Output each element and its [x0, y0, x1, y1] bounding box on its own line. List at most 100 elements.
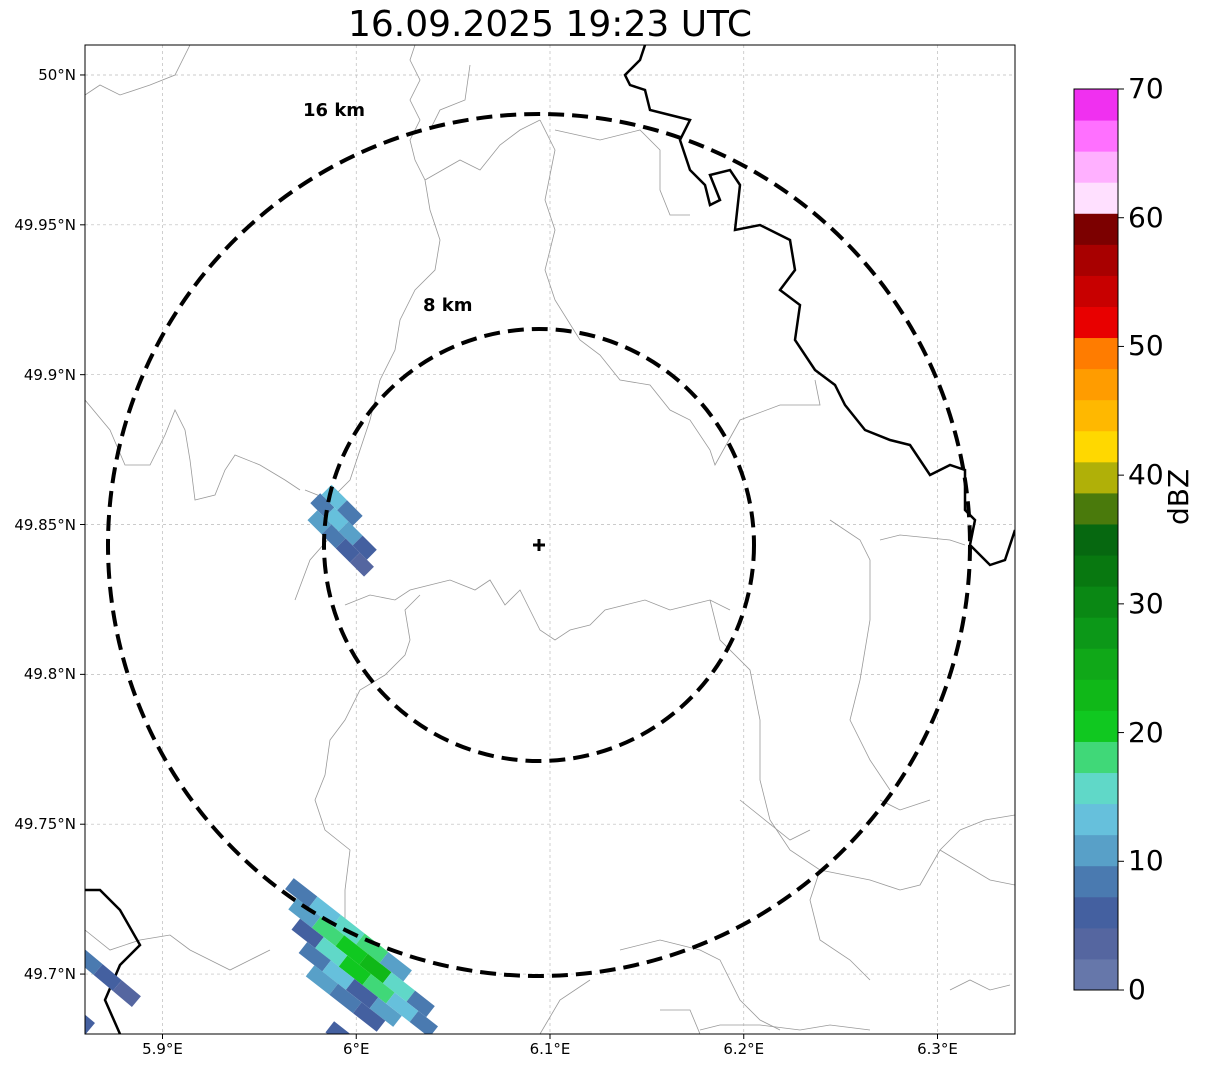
echo-pixel	[369, 997, 402, 1027]
echo-pixel	[85, 948, 103, 975]
colorbar-segment	[1074, 120, 1118, 152]
lat-tick-label: 49.7°N	[23, 965, 76, 984]
colorbar-segment	[1074, 927, 1118, 960]
echo-pixel	[329, 983, 362, 1014]
colorbar-tick-label: 40	[1128, 458, 1164, 492]
lat-tick-label: 49.75°N	[14, 815, 76, 834]
colorbar	[1073, 88, 1124, 991]
colorbar-segment	[1074, 679, 1118, 711]
echo-pixel	[288, 898, 321, 928]
range-ring-8km	[322, 327, 756, 763]
colorbar-segment	[1074, 710, 1118, 742]
colorbar-tick-label: 20	[1128, 715, 1164, 749]
colorbar-segment	[1074, 368, 1118, 401]
echo-pixel	[112, 980, 141, 1007]
echo-pixel	[352, 535, 377, 560]
echo-cell-south	[285, 878, 439, 1034]
colorbar-segment	[1074, 213, 1118, 245]
municipal-boundaries	[85, 45, 1015, 1034]
lat-tick-label: 49.85°N	[14, 515, 76, 534]
colorbar-segment	[1074, 834, 1118, 867]
echo-pixel	[406, 990, 435, 1018]
echo-pixel	[356, 933, 389, 963]
echo-pixel	[322, 960, 355, 990]
map-title: 16.09.2025 19:23 UTC	[347, 4, 753, 45]
colorbar-segment	[1074, 151, 1118, 183]
lat-tick-label: 49.95°N	[14, 215, 76, 234]
echo-cell-west	[307, 484, 377, 577]
echo-pixel	[338, 521, 363, 546]
axis-ticks	[80, 74, 938, 1039]
colorbar-segment	[1074, 803, 1118, 836]
echo-pixel	[285, 878, 318, 908]
colorbar-segment	[1074, 555, 1118, 587]
colorbar-segment	[1074, 865, 1118, 898]
echo-pixel	[315, 937, 348, 967]
lon-tick-label: 6°E	[342, 1040, 370, 1058]
range-rings	[106, 112, 972, 978]
colorbar-segment	[1074, 89, 1118, 121]
colorbar-tick-label: 10	[1128, 844, 1164, 878]
colorbar-segment	[1074, 244, 1118, 276]
colorbar-segment	[1074, 741, 1118, 774]
colorbar-segment	[1074, 492, 1118, 525]
colorbar-segment	[1074, 306, 1118, 339]
echo-pixel	[353, 1002, 386, 1032]
colorbar-segment	[1074, 617, 1118, 649]
gridlines	[85, 45, 1015, 1034]
radar-echoes	[85, 484, 439, 1034]
colorbar-label: dBZ	[1162, 468, 1195, 525]
echo-pixel	[308, 896, 341, 927]
colorbar-segment	[1074, 523, 1118, 556]
colorbar-segment	[1074, 586, 1118, 618]
echo-pixel	[305, 965, 339, 995]
echo-pixel	[335, 935, 368, 965]
echo-pixel	[349, 552, 374, 577]
echo-pixel	[345, 978, 379, 1009]
colorbar-tick-label: 50	[1128, 329, 1164, 363]
echo-pixel	[298, 941, 331, 972]
lat-tick-label: 50°N	[38, 65, 76, 84]
echo-pixel	[324, 507, 349, 532]
colorbar-tick-label: 70	[1128, 72, 1164, 105]
colorbar-tick-label: 30	[1128, 586, 1164, 620]
echo-pixel	[307, 510, 332, 535]
colorbar-segment	[1074, 275, 1118, 307]
ring-label-8km: 8 km	[423, 295, 473, 316]
echo-cell-southwest	[85, 948, 141, 1034]
echo-pixel	[85, 1008, 95, 1034]
echo-pixel	[382, 972, 416, 1002]
echo-pixel	[325, 1021, 358, 1034]
echo-pixel	[409, 1010, 439, 1034]
echo-pixel	[386, 992, 419, 1022]
lat-tick-label: 49.8°N	[23, 665, 76, 684]
colorbar-segment	[1074, 182, 1118, 214]
lon-tick-label: 6.3°E	[917, 1040, 958, 1058]
radar-site-marker	[533, 539, 545, 551]
colorbar-frame	[1073, 88, 1119, 991]
lon-tick-label: 6.2°E	[723, 1040, 765, 1058]
echo-pixel	[338, 955, 372, 986]
colorbar-tick-label: 60	[1128, 200, 1164, 234]
echo-pixel	[321, 524, 346, 549]
echo-pixel	[291, 918, 324, 949]
echo-pixel	[321, 484, 348, 511]
echo-pixel	[359, 953, 392, 984]
colorbar-segment	[1074, 896, 1118, 929]
echo-pixel	[335, 538, 360, 563]
colorbar-segment	[1074, 461, 1118, 494]
colorbar-tick-label: 0	[1128, 973, 1146, 1006]
echo-pixel	[379, 951, 412, 982]
ring-label-16km: 16 km	[303, 100, 366, 121]
echo-pixel	[93, 964, 122, 991]
colorbar-segment	[1074, 648, 1118, 680]
colorbar-segment	[1074, 399, 1118, 432]
lon-tick-label: 5.9°E	[142, 1040, 183, 1058]
colorbar-segment	[1074, 337, 1118, 370]
lon-tick-label: 6.1°E	[529, 1040, 571, 1058]
colorbar-segment	[1074, 430, 1118, 463]
echo-pixel	[362, 974, 395, 1004]
colorbar-segment	[1074, 958, 1118, 991]
echo-pixel	[337, 500, 363, 526]
